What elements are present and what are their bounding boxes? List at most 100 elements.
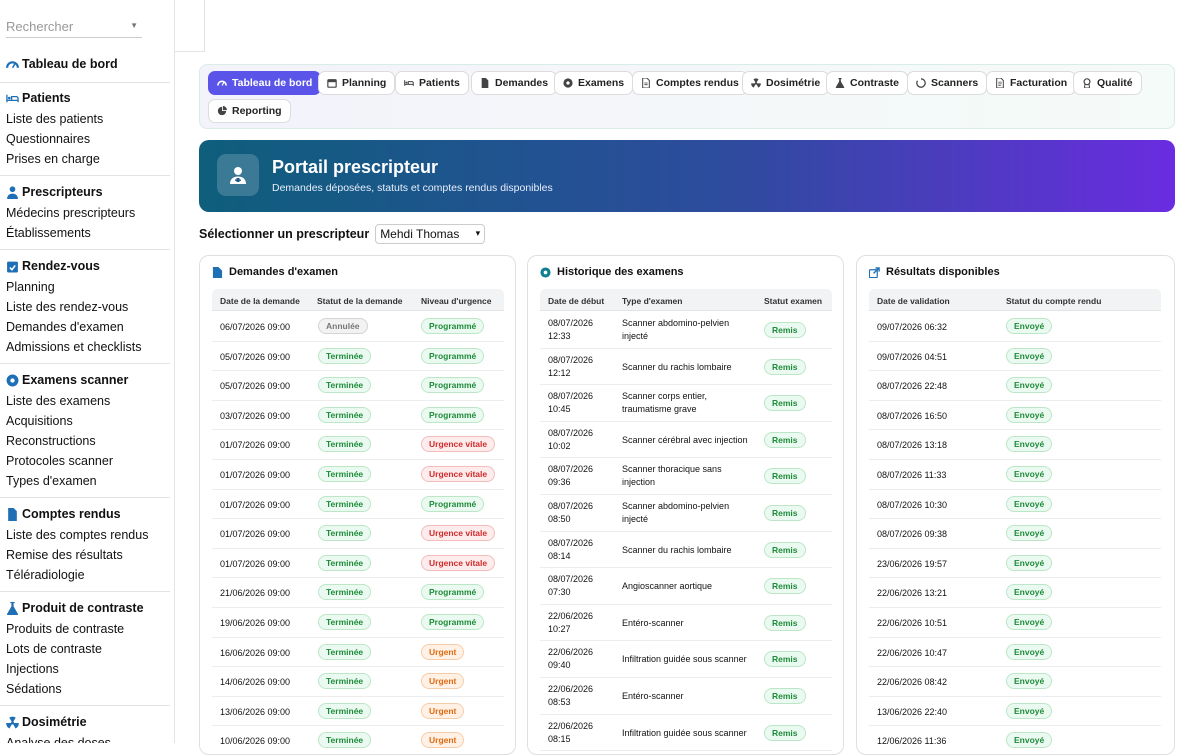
sidebar-item[interactable]: Remise des résultats [6,548,123,562]
sidebar-item[interactable]: Liste des examens [6,394,111,408]
report-status-badge: Envoyé [1006,732,1053,749]
tab-contraste[interactable]: Contraste [826,71,909,95]
urgency-badge: Urgence vitale [421,525,496,542]
sidebar-item[interactable]: Injections [6,662,59,676]
sidebar-item[interactable]: Reconstructions [6,434,96,448]
sidebar-item[interactable]: Acquisitions [6,414,73,428]
request-date: 01/07/2026 09:00 [220,558,291,569]
sidebar-item[interactable]: Établissements [6,226,91,240]
exam-start-date: 22/06/2026 [548,720,594,731]
sidebar-item[interactable]: Liste des rendez-vous [6,300,129,314]
status-badge: Terminée [318,525,372,542]
prescriber-select[interactable]: Mehdi Thomas ▾ [375,224,486,244]
status-badge: Terminée [318,614,372,630]
validation-date: 22/06/2026 13:21 [877,588,948,599]
table-row: 01/07/2026 09:00 Terminée Urgence vitale [212,460,504,490]
results-table-header: Date de validation Statut du compte rend… [869,289,1161,311]
sidebar-section-3[interactable]: Examens scanner [6,373,128,387]
table-row: 22/06/2026 09:40 Infiltration guidée sous … [540,641,832,678]
chevron-down-icon[interactable]: ▼ [130,21,138,30]
sidebar-item[interactable]: Téléradiologie [6,568,85,582]
exam-type: Infiltration guidée sous scanner [622,727,747,738]
sidebar-item[interactable]: Analyse des doses [6,736,111,743]
exam-type: Angioscanner aortique [622,581,713,592]
urgency-badge: Urgent [421,643,465,660]
request-date: 10/06/2026 09:00 [220,736,291,747]
sidebar-divider [0,591,170,592]
sidebar-section-1[interactable]: Prescripteurs [6,185,103,199]
sidebar-section-title: Comptes rendus [22,507,121,521]
sidebar-item[interactable]: Protocoles scanner [6,454,114,468]
request-date: 05/07/2026 09:00 [220,351,291,362]
tab-scanners[interactable]: Scanners [907,71,988,95]
table-row: 09/07/2026 06:32 Envoyé [869,312,1161,342]
sidebar-item[interactable]: Liste des patients [6,112,104,126]
report-status-badge: Envoyé [1006,614,1053,630]
sidebar-item-dashboard[interactable]: Tableau de bord [6,57,118,71]
hero-title: Portail prescripteur [272,157,439,177]
tab-dosimétrie[interactable]: Dosimétrie [742,71,830,95]
exam-type: Scanner corps entier, [622,391,708,402]
status-badge: Terminée [318,554,372,571]
urgency-badge: Urgent [421,673,465,690]
sidebar-section-6[interactable]: Dosimétrie [6,715,87,729]
tab-qualité[interactable]: Qualité [1073,71,1142,95]
table-row: 22/06/2026 10:47 Envoyé [869,638,1161,668]
exam-start-time: 08:50 [548,514,571,524]
sidebar-item[interactable]: Planning [6,280,55,294]
sidebar-item[interactable]: Sédations [6,682,62,696]
chart-pie-icon [217,106,227,116]
sidebar-section-4[interactable]: Comptes rendus [6,507,121,521]
search-placeholder: Rechercher [6,19,74,34]
sidebar-item[interactable]: Types d'examen [6,474,97,488]
circle-dot-icon [540,266,551,278]
tab-demandes[interactable]: Demandes [471,71,558,95]
sidebar-item[interactable]: Prises en charge [6,152,100,166]
exam-start-time: 09:40 [548,660,571,671]
table-row: 22/06/2026 10:27 Entéro-scanner Remis [540,605,832,642]
validation-date: 22/06/2026 10:47 [877,647,948,658]
request-date: 05/07/2026 09:00 [220,381,291,392]
request-date: 19/06/2026 09:00 [220,618,291,628]
search-input[interactable]: Rechercher ▼ [6,14,142,38]
sidebar-item[interactable]: Admissions et checklists [6,340,142,354]
sidebar-item[interactable]: Liste des comptes rendus [6,528,149,542]
sidebar-item[interactable]: Demandes d'examen [6,320,124,334]
invoice-icon [995,78,1005,88]
urgency-badge: Programmé [421,377,485,394]
table-row: 22/06/2026 08:53 Entéro-scanner Remis [540,678,832,715]
validation-date: 12/06/2026 11:36 [877,736,947,747]
status-badge: Annulée [318,318,368,334]
exam-start-time: 08:14 [548,550,571,561]
sidebar-section-title: Rendez-vous [22,259,100,273]
tab-examens[interactable]: Examens [554,71,634,95]
circle-dot-icon [6,374,19,387]
request-date: 16/06/2026 09:00 [220,647,291,658]
status-badge: Terminée [318,673,372,690]
tab-comptes-rendus[interactable]: Comptes rendus [632,71,748,95]
table-row: 08/07/2026 07:30 Angioscanner aortique Remi… [540,568,832,605]
column-header: Niveau d'urgence [421,296,492,306]
sidebar-item[interactable]: Médecins prescripteurs [6,206,136,220]
column-header: Type d'examen [622,296,683,306]
urgency-badge: Urgence vitale [421,436,496,453]
sidebar-item[interactable]: Produits de contraste [6,622,125,636]
sidebar-section-0[interactable]: Patients [6,91,71,105]
table-row: 10/06/2026 09:00 Terminée Urgent [212,726,504,754]
sidebar-item[interactable]: Questionnaires [6,132,91,146]
report-status-badge: Envoyé [1006,377,1053,394]
sidebar-section-2[interactable]: Rendez-vous [6,259,100,273]
tab-tableau-de-bord[interactable]: Tableau de bord [208,71,322,95]
tab-patients[interactable]: Patients [395,71,469,95]
tab-reporting[interactable]: Reporting [208,99,291,123]
share-icon [869,266,880,278]
tab-facturation[interactable]: Facturation [986,71,1077,95]
exam-start-date: 08/07/2026 [548,391,594,402]
sidebar-item[interactable]: Lots de contraste [6,642,102,656]
request-date: 01/07/2026 09:00 [220,440,291,451]
tab-planning[interactable]: Planning [318,71,396,95]
exam-status-badge: Remis [764,724,806,741]
sidebar-section-5[interactable]: Produit de contraste [6,601,144,615]
exam-status-badge: Remis [764,358,806,375]
report-status-badge: Envoyé [1006,466,1053,482]
